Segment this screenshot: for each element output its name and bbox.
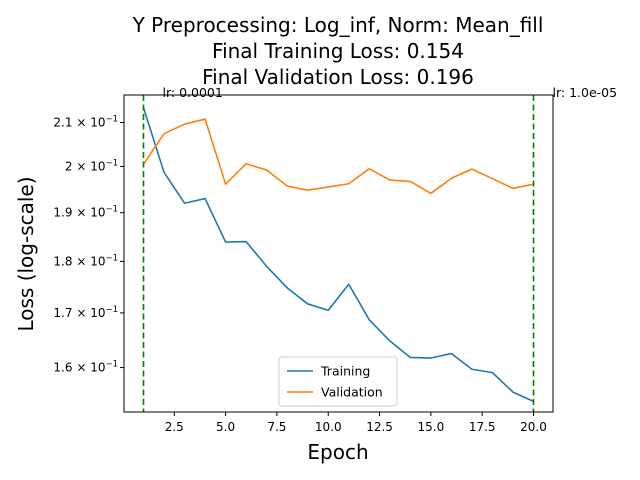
chart-title-line-2: Final Training Loss: 0.154 <box>212 39 464 63</box>
x-tick-label: 20.0 <box>520 420 547 434</box>
chart-title-line-1: Y Preprocessing: Log_inf, Norm: Mean_fil… <box>132 13 544 37</box>
x-axis-label: Epoch <box>307 440 368 464</box>
legend-label-training: Training <box>320 364 370 379</box>
y-tick-label: 1.6 × 10−1 <box>53 360 118 375</box>
y-tick-label: 1.9 × 10−1 <box>53 205 118 220</box>
lr-annotation-1: lr: 0.0001 <box>163 85 223 100</box>
y-tick-label: 2 × 10−1 <box>65 158 118 173</box>
series-line-training <box>142 107 534 403</box>
x-tick-label: 12.5 <box>366 420 393 434</box>
plot-area: lr: 0.0001 lr: 1.0e-05 2.5 5.0 7.5 10.0 12.5 15… <box>53 85 617 434</box>
y-tick-label: 1.8 × 10−1 <box>53 253 118 268</box>
x-tick-label: 2.5 <box>165 420 184 434</box>
y-axis-label: Loss (log-scale) <box>14 176 38 331</box>
legend-box <box>278 356 398 407</box>
x-tick-label: 17.5 <box>469 420 496 434</box>
y-tick-label: 1.7 × 10−1 <box>53 305 118 320</box>
y-tick-label: 2.1 × 10−1 <box>53 114 118 129</box>
plot-frame <box>123 94 554 413</box>
legend-label-validation: Validation <box>321 385 383 400</box>
chart-title-line-3: Final Validation Loss: 0.196 <box>202 65 474 89</box>
x-tick-label: 10.0 <box>315 420 342 434</box>
series-line-validation <box>142 118 534 195</box>
x-tick-label: 7.5 <box>267 420 286 434</box>
x-tick-label: 5.0 <box>216 420 235 434</box>
lr-annotation-2: lr: 1.0e-05 <box>553 85 618 100</box>
x-tick-label: 15.0 <box>418 420 445 434</box>
